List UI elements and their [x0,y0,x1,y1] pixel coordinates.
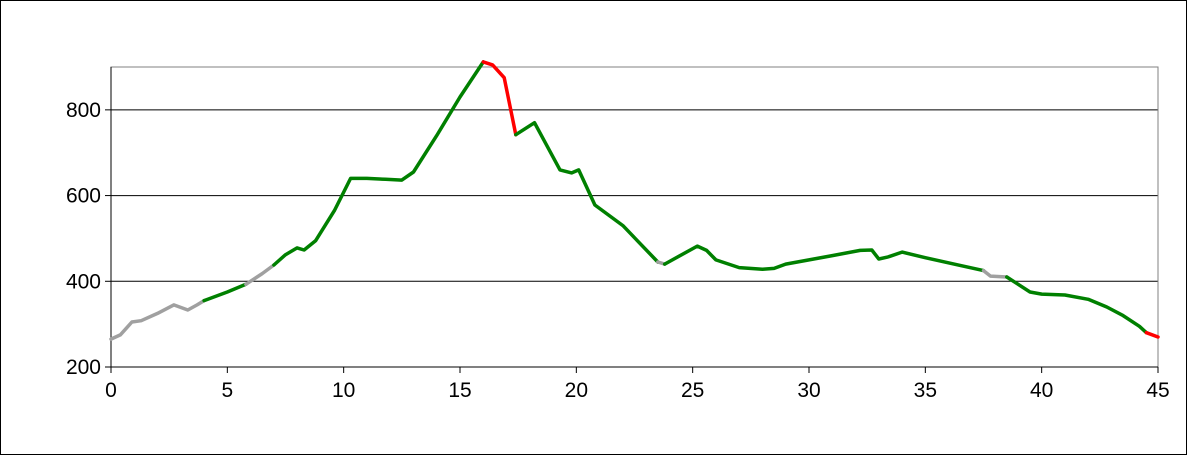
elevation-segment-8-flat [984,271,1007,277]
tick-labels: 200 400 600 800 0 5 10 15 20 25 30 35 40 45 [66,99,1170,402]
y-tick-label-600: 600 [66,185,101,208]
x-tick-label-15: 15 [448,379,471,402]
elevation-segment-4-steep [483,62,516,135]
axes [105,67,1158,373]
y-tick-label-800: 800 [66,99,101,122]
elevation-segment-3-climb [274,62,483,265]
x-tick-label-25: 25 [681,379,704,402]
elevation-segment-10-steep [1146,333,1158,337]
x-tick-label-45: 45 [1146,379,1169,402]
elevation-segment-5-climb [516,123,658,262]
gridlines [111,110,1158,281]
x-tick-label-30: 30 [797,379,820,402]
series-lines [111,62,1158,339]
x-tick-label-0: 0 [105,379,117,402]
x-tick-label-35: 35 [914,379,937,402]
x-tick-label-40: 40 [1030,379,1053,402]
elevation-segment-9-climb [1007,277,1147,333]
elevation-segment-7-climb [665,246,984,271]
x-tick-label-10: 10 [332,379,355,402]
y-tick-label-400: 400 [66,270,101,293]
elevation-segment-1-climb [204,284,246,300]
y-tick-label-200: 200 [66,356,101,379]
x-tick-label-20: 20 [565,379,588,402]
elevation-segment-0-flat [111,301,204,340]
x-tick-label-5: 5 [221,379,233,402]
plot-area-border [111,67,1158,367]
